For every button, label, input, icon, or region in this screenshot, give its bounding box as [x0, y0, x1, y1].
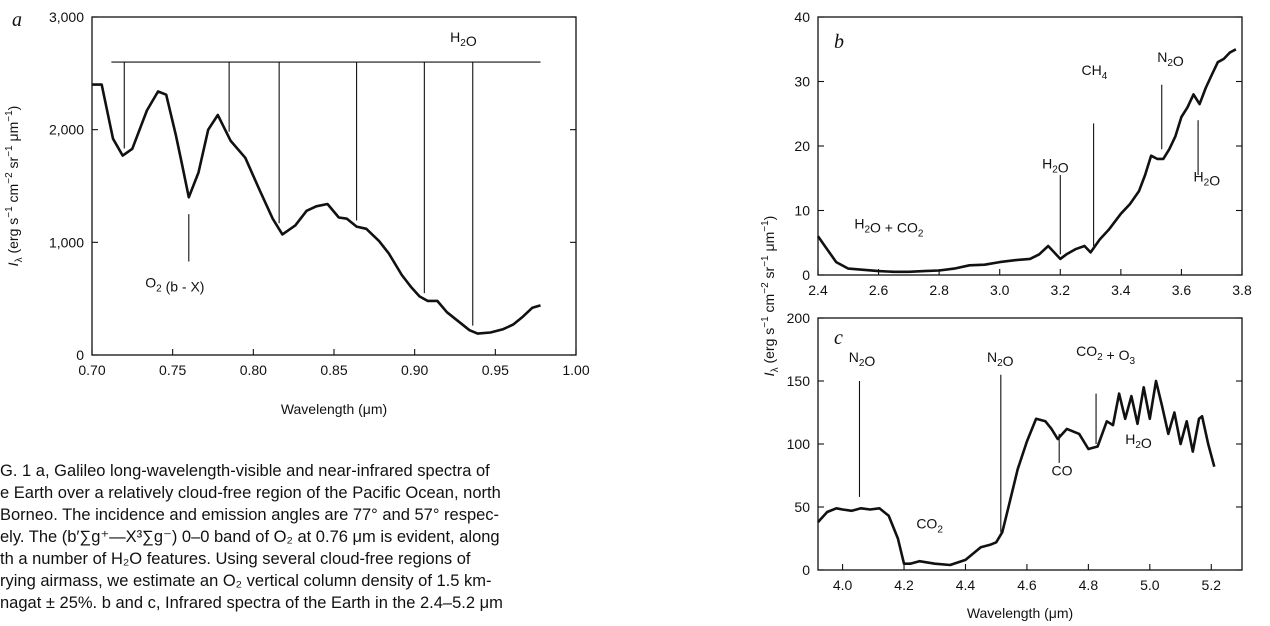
y-tick-label: 30: [794, 74, 810, 90]
annotation-label: O2 (b - X): [145, 274, 204, 294]
x-tick-label: 4.8: [1079, 577, 1099, 593]
chart-b: b 2.4 2.6 2.8 3.0 3.2 3.4 3.6 3.8 0 10 20 30 40 H2O…: [794, 9, 1252, 298]
x-tick-label: 2.8: [929, 282, 949, 298]
x-tick-label: 4.2: [894, 577, 914, 593]
caption-line: Borneo. The incidence and emission angle…: [0, 506, 500, 524]
x-tick-label: 0.85: [320, 362, 347, 378]
caption-line: e Earth over a relatively cloud-free reg…: [0, 484, 501, 502]
y-tick-label: 0: [76, 347, 84, 363]
y-tick-label: 50: [794, 499, 810, 515]
x-tick-label: 3.2: [1051, 282, 1071, 298]
x-tick-label: 2.6: [869, 282, 889, 298]
y-axis-label-a: Iλ (erg s−1 cm−2 sr−1 μm−1): [4, 106, 25, 267]
y-tick-label: 20: [794, 138, 810, 154]
x-tick-label: 1.00: [562, 362, 589, 378]
caption-line: ely. The (b′∑g⁺—X³∑g⁻) 0–0 band of O₂ at…: [0, 528, 500, 546]
annotation-label: N2O: [987, 349, 1014, 369]
caption-line: rying airmass, we estimate an O₂ vertica…: [0, 572, 492, 590]
y-tick-label: 0: [802, 562, 810, 578]
annotation-label: CO: [1052, 463, 1073, 479]
spectrum-line-c: [817, 379, 1216, 567]
x-tick-label: 3.4: [1111, 282, 1131, 298]
annotation-label: H2O: [1194, 168, 1221, 188]
annotation-label: CH4: [1081, 62, 1107, 82]
x-tick-label: 4.0: [833, 577, 853, 593]
annotation-label: CO2: [916, 515, 943, 535]
x-tick-label: 5.0: [1140, 577, 1160, 593]
x-tick-label: 0.75: [159, 362, 186, 378]
caption-line: G. 1 a, Galileo long-wavelength-visible …: [0, 462, 490, 480]
x-axis-label-c: Wavelength (μm): [967, 605, 1073, 621]
x-tick-label: 0.70: [78, 362, 105, 378]
caption-line: th a number of H₂O features. Using sever…: [0, 550, 471, 568]
spectrum-line-a: [92, 83, 541, 335]
x-tick-label: 3.8: [1232, 282, 1252, 298]
annotation-label: CO2 + O3: [1076, 343, 1135, 367]
x-tick-label: 4.4: [956, 577, 976, 593]
plot-frame-c: [817, 317, 1243, 571]
x-tick-label: 3.0: [990, 282, 1010, 298]
y-tick-label: 10: [794, 203, 810, 219]
annotation-label: H2O: [450, 29, 477, 49]
annotation-label: H2O: [1125, 431, 1152, 451]
y-tick-label: 0: [802, 267, 810, 283]
x-tick-label: 5.2: [1202, 577, 1222, 593]
panel-letter-b: b: [834, 31, 844, 53]
x-tick-label: 0.95: [482, 362, 509, 378]
spectrum-line-b: [816, 48, 1237, 274]
annotation-label: H2O + CO2: [854, 216, 924, 240]
panel-letter-a: a: [12, 9, 22, 31]
plot-frame-a: [91, 16, 577, 356]
panel-letter-c: c: [834, 327, 843, 349]
annotation-label: H2O: [1042, 156, 1069, 176]
caption-line: nagat ± 25%. b and c, Infrared spectra o…: [0, 594, 503, 612]
y-tick-label: 40: [794, 9, 810, 25]
y-tick-label: 1,000: [49, 234, 84, 250]
x-tick-label: 0.90: [401, 362, 428, 378]
y-tick-label: 150: [787, 373, 811, 389]
figure-caption: G. 1 a, Galileo long-wavelength-visible …: [0, 460, 610, 614]
chart-a: a 0.70 0.75 0.80 0.85 0.90 0.95 1.00 0 1,000 2,0…: [4, 9, 590, 417]
x-tick-label: 4.6: [1017, 577, 1037, 593]
chart-c: c 4.0 4.2 4.4 4.6 4.8 5.0 5.2 0 50 100 150 200 N2O…: [787, 310, 1243, 621]
x-axis-label-a: Wavelength (μm): [281, 401, 387, 417]
annotation-label: N2O: [849, 349, 876, 369]
x-tick-label: 0.80: [240, 362, 267, 378]
annotation-label: N2O: [1157, 49, 1184, 69]
x-tick-label: 3.6: [1172, 282, 1192, 298]
y-tick-label: 100: [787, 436, 811, 452]
x-tick-label: 2.4: [808, 282, 828, 298]
y-tick-label: 3,000: [49, 9, 84, 25]
y-tick-label: 2,000: [49, 122, 84, 138]
y-axis-label-bc: Iλ (erg s−1 cm−2 sr−1 μm−1): [760, 216, 781, 377]
y-tick-label: 200: [787, 310, 811, 326]
